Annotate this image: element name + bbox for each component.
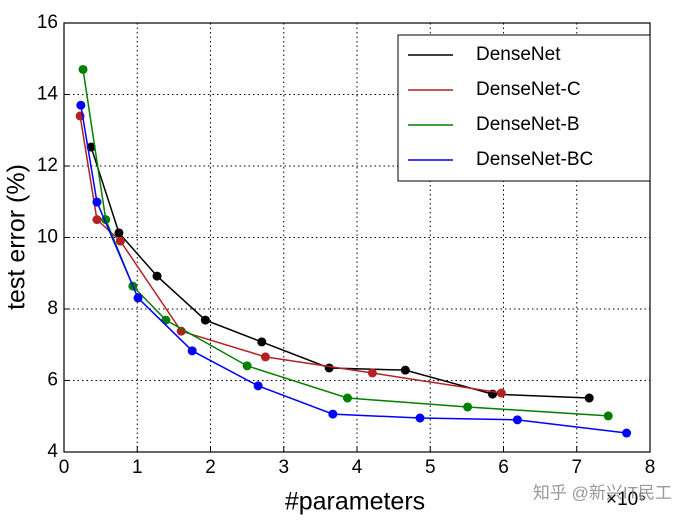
x-tick-label: 8 bbox=[645, 457, 656, 478]
data-point bbox=[76, 100, 86, 110]
data-point bbox=[78, 64, 88, 74]
y-tick-label: 12 bbox=[37, 155, 58, 176]
x-tick-label: 5 bbox=[425, 457, 436, 478]
y-tick-label: 16 bbox=[37, 12, 58, 33]
x-multiplier: ×10⁵ bbox=[606, 489, 646, 510]
data-point bbox=[512, 415, 522, 425]
y-tick-label: 14 bbox=[37, 84, 59, 105]
y-axis-label: test error (%) bbox=[3, 164, 31, 310]
data-point bbox=[415, 413, 425, 423]
data-point bbox=[92, 197, 102, 207]
plot-frame bbox=[63, 22, 651, 453]
x-tick-label: 4 bbox=[352, 457, 363, 478]
data-point bbox=[622, 428, 632, 438]
data-point bbox=[161, 315, 171, 325]
data-point bbox=[152, 271, 162, 281]
y-tick-label: 4 bbox=[47, 441, 58, 462]
series-line bbox=[82, 69, 609, 417]
legend-label: DenseNet-BC bbox=[476, 149, 593, 170]
data-point bbox=[260, 352, 270, 362]
data-point bbox=[114, 228, 124, 238]
data-point bbox=[187, 346, 197, 356]
data-point bbox=[496, 388, 506, 398]
data-point bbox=[176, 326, 186, 336]
x-tick-label: 6 bbox=[498, 457, 509, 478]
y-tick-label: 6 bbox=[47, 370, 58, 391]
x-tick-label: 7 bbox=[571, 457, 582, 478]
data-point bbox=[603, 411, 613, 421]
data-point bbox=[367, 368, 377, 378]
data-point bbox=[133, 293, 143, 303]
legend-label: DenseNet-C bbox=[476, 79, 581, 100]
data-point bbox=[242, 361, 252, 371]
data-point bbox=[463, 402, 473, 412]
legend-box bbox=[397, 34, 651, 182]
data-point bbox=[400, 365, 410, 375]
data-point bbox=[253, 381, 263, 391]
series-line bbox=[90, 146, 590, 399]
watermark: 知乎 @新兴IT民工 bbox=[533, 483, 672, 502]
data-point bbox=[257, 337, 267, 347]
data-point bbox=[328, 409, 338, 419]
x-tick-label: 3 bbox=[278, 457, 289, 478]
x-axis-label: #parameters bbox=[285, 488, 425, 516]
legend-label: DenseNet-B bbox=[476, 114, 580, 135]
x-tick-label: 0 bbox=[59, 457, 70, 478]
data-point bbox=[115, 236, 125, 246]
y-tick-label: 10 bbox=[37, 227, 58, 248]
x-tick-label: 2 bbox=[205, 457, 216, 478]
data-point bbox=[200, 315, 210, 325]
data-point bbox=[342, 393, 352, 403]
x-tick-label: 1 bbox=[132, 457, 143, 478]
legend-label: DenseNet bbox=[476, 44, 561, 65]
data-point bbox=[324, 363, 334, 373]
data-point bbox=[584, 393, 594, 403]
data-point bbox=[92, 215, 102, 225]
y-tick-label: 8 bbox=[47, 298, 58, 319]
